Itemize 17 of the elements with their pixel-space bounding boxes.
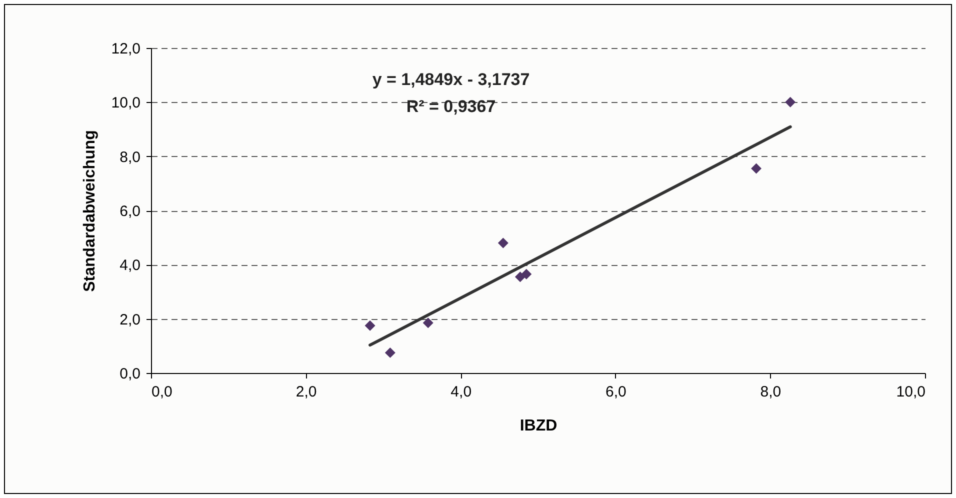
y-tick-label: 8,0 bbox=[120, 148, 140, 166]
x-tick-label: 10,0 bbox=[896, 384, 926, 400]
y-tick-label: 2,0 bbox=[120, 311, 140, 328]
y-tick-label: 4,0 bbox=[120, 257, 140, 274]
annotation: y = 1,4849x - 3,1737 bbox=[372, 70, 530, 89]
y-tick-label: 12,0 bbox=[111, 40, 140, 58]
y-axis-title: Standardabweichung bbox=[81, 130, 98, 292]
y-tick-label: 6,0 bbox=[120, 203, 140, 220]
x-tick-label: 6,0 bbox=[605, 384, 626, 400]
x-tick-label: 2,0 bbox=[296, 384, 317, 400]
x-tick-label: 8,0 bbox=[760, 384, 782, 400]
x-axis-title: IBZD bbox=[520, 418, 558, 434]
annotation: R² = 0,9367 bbox=[406, 97, 496, 116]
y-tick-label: 10,0 bbox=[111, 94, 140, 112]
x-tick-label: 0,0 bbox=[152, 384, 172, 400]
y-tick-label: 0,0 bbox=[120, 366, 140, 382]
x-tick-label: 4,0 bbox=[450, 384, 472, 400]
